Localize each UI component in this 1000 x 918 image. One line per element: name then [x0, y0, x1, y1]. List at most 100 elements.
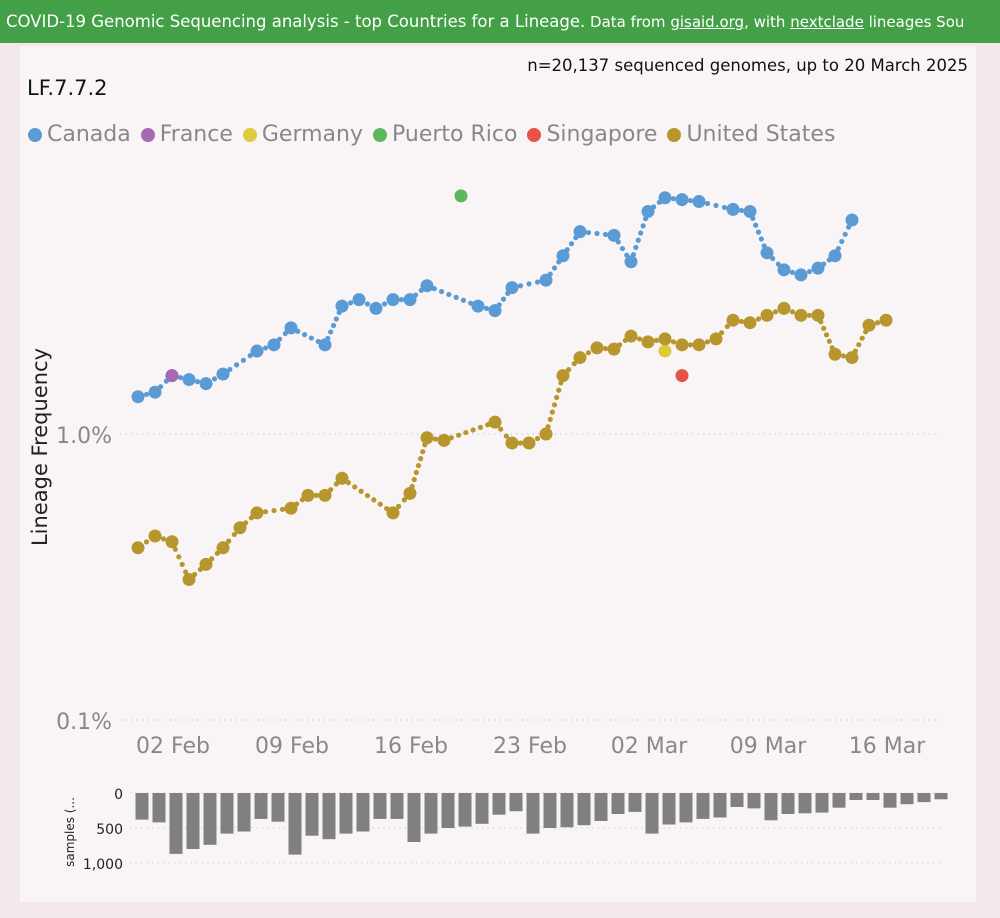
- data-point-united-states[interactable]: [182, 572, 196, 586]
- sample-count-bar[interactable]: [934, 793, 948, 800]
- nextclade-link[interactable]: nextclade: [790, 13, 864, 31]
- sample-count-bar[interactable]: [305, 793, 319, 836]
- data-point-united-states[interactable]: [675, 338, 689, 352]
- data-point-canada[interactable]: [488, 304, 502, 318]
- sample-count-bar[interactable]: [526, 793, 540, 834]
- data-point-canada[interactable]: [352, 293, 366, 307]
- sample-count-bar[interactable]: [883, 793, 897, 808]
- data-point-united-states[interactable]: [828, 347, 842, 361]
- sample-count-bar[interactable]: [288, 793, 302, 855]
- legend-item-france[interactable]: France: [140, 122, 233, 147]
- data-point-canada[interactable]: [335, 299, 349, 313]
- sample-count-bar[interactable]: [458, 793, 472, 827]
- data-point-united-states[interactable]: [165, 535, 179, 549]
- sample-count-bar[interactable]: [543, 793, 557, 828]
- data-point-canada[interactable]: [471, 299, 485, 313]
- data-point-canada[interactable]: [556, 249, 570, 263]
- sample-count-bar[interactable]: [730, 793, 744, 807]
- data-point-united-states[interactable]: [488, 415, 502, 429]
- sample-count-bar[interactable]: [237, 793, 251, 832]
- data-point-canada[interactable]: [828, 249, 842, 263]
- data-point-united-states[interactable]: [403, 486, 417, 500]
- sample-count-bar[interactable]: [254, 793, 268, 819]
- data-point-united-states[interactable]: [573, 351, 587, 365]
- data-point-united-states[interactable]: [743, 316, 757, 330]
- data-point-united-states[interactable]: [539, 427, 553, 441]
- sample-count-bar[interactable]: [866, 793, 880, 800]
- sample-count-bar[interactable]: [509, 793, 523, 812]
- data-point-canada[interactable]: [607, 228, 621, 242]
- sample-count-bar[interactable]: [798, 793, 812, 814]
- data-point-canada[interactable]: [658, 191, 672, 205]
- sample-count-bar[interactable]: [713, 793, 727, 818]
- data-point-united-states[interactable]: [777, 301, 791, 315]
- sample-count-bar[interactable]: [849, 793, 863, 800]
- data-point-canada[interactable]: [743, 204, 757, 218]
- data-point-canada[interactable]: [284, 321, 298, 335]
- data-point-canada[interactable]: [216, 367, 230, 381]
- data-point-canada[interactable]: [199, 377, 213, 391]
- sample-count-bar[interactable]: [832, 793, 846, 808]
- sample-count-bar[interactable]: [322, 793, 336, 840]
- legend-item-puerto-rico[interactable]: Puerto Rico: [373, 122, 517, 147]
- data-point-canada[interactable]: [182, 373, 196, 387]
- data-point-canada[interactable]: [845, 213, 859, 227]
- sample-count-bar[interactable]: [815, 793, 829, 813]
- data-point-canada[interactable]: [692, 195, 706, 209]
- sample-count-bar[interactable]: [662, 793, 676, 825]
- sample-count-bar[interactable]: [356, 793, 370, 832]
- sample-count-bar[interactable]: [560, 793, 574, 828]
- data-point-canada[interactable]: [675, 193, 689, 207]
- data-point-canada[interactable]: [811, 261, 825, 275]
- data-point-canada[interactable]: [148, 385, 162, 399]
- data-point-canada[interactable]: [641, 204, 655, 218]
- gisaid-link[interactable]: gisaid.org: [670, 13, 745, 31]
- sample-count-bar[interactable]: [781, 793, 795, 814]
- data-point-united-states[interactable]: [522, 436, 536, 450]
- sample-count-bar[interactable]: [407, 793, 421, 842]
- data-point-united-states[interactable]: [284, 501, 298, 515]
- sample-count-bar[interactable]: [373, 793, 387, 819]
- sample-count-bar[interactable]: [628, 793, 642, 812]
- sample-count-bar[interactable]: [900, 793, 914, 805]
- data-point-canada[interactable]: [250, 344, 264, 358]
- data-point-germany[interactable]: [658, 344, 672, 358]
- data-point-canada[interactable]: [794, 268, 808, 282]
- data-point-united-states[interactable]: [607, 342, 621, 356]
- data-point-united-states[interactable]: [692, 338, 706, 352]
- data-point-united-states[interactable]: [437, 433, 451, 447]
- data-point-united-states[interactable]: [556, 369, 570, 383]
- data-point-united-states[interactable]: [505, 436, 519, 450]
- data-point-united-states[interactable]: [862, 318, 876, 332]
- sample-count-bar[interactable]: [475, 793, 489, 824]
- data-point-canada[interactable]: [131, 390, 145, 404]
- legend-item-singapore[interactable]: Singapore: [527, 122, 657, 147]
- sample-count-bar[interactable]: [424, 793, 438, 834]
- data-point-united-states[interactable]: [879, 313, 893, 327]
- data-point-united-states[interactable]: [420, 431, 434, 445]
- sample-count-bar[interactable]: [611, 793, 625, 814]
- data-point-united-states[interactable]: [216, 541, 230, 555]
- data-point-united-states[interactable]: [318, 488, 332, 502]
- sample-count-bar[interactable]: [747, 793, 761, 809]
- data-point-united-states[interactable]: [199, 557, 213, 571]
- data-point-canada[interactable]: [318, 338, 332, 352]
- sample-count-bar[interactable]: [169, 793, 183, 854]
- data-point-united-states[interactable]: [301, 488, 315, 502]
- data-point-united-states[interactable]: [845, 351, 859, 365]
- sample-count-bar[interactable]: [135, 793, 149, 820]
- data-point-canada[interactable]: [760, 246, 774, 260]
- data-point-canada[interactable]: [403, 293, 417, 307]
- data-point-canada[interactable]: [777, 263, 791, 277]
- data-point-canada[interactable]: [267, 338, 281, 352]
- data-point-united-states[interactable]: [709, 332, 723, 346]
- data-point-united-states[interactable]: [624, 329, 638, 343]
- sample-count-bar[interactable]: [390, 793, 404, 819]
- data-point-united-states[interactable]: [658, 332, 672, 346]
- data-point-united-states[interactable]: [590, 341, 604, 355]
- data-point-canada[interactable]: [726, 202, 740, 216]
- legend-item-germany[interactable]: Germany: [242, 122, 363, 147]
- data-point-canada[interactable]: [420, 279, 434, 293]
- data-point-canada[interactable]: [539, 273, 553, 287]
- data-point-singapore[interactable]: [675, 369, 689, 383]
